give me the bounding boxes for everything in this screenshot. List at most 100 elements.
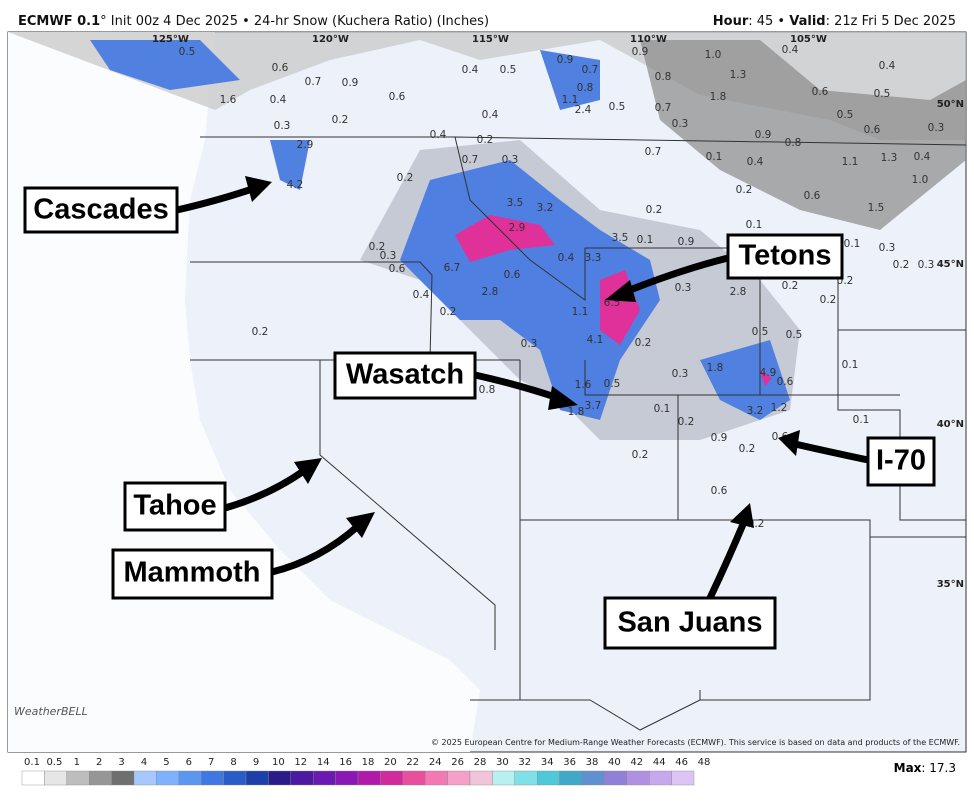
colorbar-label: 32 [518,757,531,768]
colorbar-label: 1 [74,757,80,768]
snow-amount: 0.2 [782,280,799,292]
snow-amount: 0.3 [672,118,689,130]
snow-amount: 0.9 [342,77,359,89]
hour-label: Hour [713,14,749,29]
colorbar-cell [44,770,68,786]
colorbar-label: 9 [253,757,259,768]
snow-amount: 0.6 [777,376,794,388]
snow-amount: 1.2 [771,402,788,414]
colorbar-label: 18 [362,757,375,768]
colorbar-cell [357,770,381,786]
snow-amount: 1.3 [730,69,747,81]
snow-amount: 0.3 [675,282,692,294]
snow-amount: 0.6 [804,190,821,202]
valid-label: Valid [789,14,825,29]
snow-amount: 3.2 [537,202,554,214]
snow-amount: 0.6 [389,91,406,103]
snow-amount: 0.9 [678,236,695,248]
snow-amount: 0.2 [820,294,837,306]
snow-amount: 0.7 [462,154,479,166]
colorbar-cell [604,770,628,786]
colorbar-label: 24 [429,757,442,768]
snow-amount: 0.6 [864,124,881,136]
callout-label: San Juans [617,607,762,639]
lon-label: 115°W [472,34,509,45]
colorbar-label: 7 [208,757,214,768]
snow-amount: 0.6 [504,269,521,281]
lon-label: 105°W [790,34,827,45]
colorbar-cell [649,770,672,786]
colorbar-cell [245,770,269,786]
snow-amount: 0.6 [711,485,728,497]
colorbar-cell [111,770,135,786]
snow-amount: 0.9 [755,129,772,141]
lon-label: 120°W [312,34,349,45]
colorbar-cell [537,770,560,786]
snow-amount: 0.7 [305,76,322,88]
hour-value: : 45 • [748,14,789,29]
colorbar-label: 22 [406,757,419,768]
colorbar-cell [626,770,650,786]
colorbar-cell [469,770,493,786]
snow-amount: 1.8 [710,91,727,103]
snow-amount: 0.7 [582,64,599,76]
header-left: ECMWF 0.1° Init 00z 4 Dec 2025 • 24-hr S… [18,14,489,29]
snow-amount: 0.2 [477,134,494,146]
colorbar-label: 42 [630,757,643,768]
snow-gray [640,40,966,230]
snow-amount: 0.1 [842,359,859,371]
snow-amount: 0.3 [521,338,538,350]
colorbar-cell [178,770,202,786]
lat-label: 35°N [937,579,964,590]
colorbar-label: 5 [163,757,169,768]
snow-amount: 0.8 [655,71,672,83]
colorbar-cell [447,770,471,786]
snow-amount: 0.1 [853,414,870,426]
colorbar-cell [559,770,583,786]
colorbar-label: 2 [96,757,102,768]
snow-amount: 0.2 [646,204,663,216]
colorbar-label: 0.1 [24,757,40,768]
snow-amount: 0.9 [711,432,728,444]
colorbar-cell [313,770,336,786]
colorbar-cell [200,770,224,786]
colorbar-cell [290,770,314,786]
callout-label: Mammoth [124,557,261,589]
snow-amount: 0.2 [893,259,910,271]
snow-amount: 0.3 [928,122,945,134]
snow-amount: 0.1 [706,151,723,163]
snow-amount: 2.8 [730,286,747,298]
snow-amount: 1.6 [220,94,237,106]
lon-label: 110°W [630,34,667,45]
snow-blue [400,160,660,420]
snow-amount: 0.9 [632,46,649,58]
snow-amount: 0.6 [389,263,406,275]
snow-amount: 0.4 [747,156,764,168]
snow-amount: 0.1 [637,234,654,246]
snow-amount: 0.5 [179,46,196,58]
snow-amount: 0.4 [430,129,447,141]
colorbar-label: 44 [653,757,666,768]
colorbar-label: 6 [186,757,192,768]
snow-amount: 0.2 [252,326,269,338]
arrows [173,176,872,602]
snow-amounts: 0.50.60.7 0.90.4 0.61.60.3 0.22.94.20.20.4 0… [179,44,945,530]
snow-amount: 0.5 [752,326,769,338]
snow-amount: 3.7 [585,400,602,412]
colorbar-cell [335,770,359,786]
snow-amount: 1.1 [562,94,579,106]
colorbar-label: 4 [141,757,147,768]
snow-amount: 0.2 [632,449,649,461]
colorbar-label: 36 [563,757,576,768]
colorbar-cell [66,770,90,786]
lat-label: 45°N [937,259,964,270]
colorbar-label: 20 [384,757,397,768]
colorbar-label: 38 [586,757,599,768]
snow-amount: 0.5 [609,101,626,113]
snow-amount: 0.3 [502,154,519,166]
colorbar-cell [21,770,45,786]
run-info: ° Init 00z 4 Dec 2025 • 24-hr Snow (Kuch… [100,14,489,29]
snow-amount: 0.5 [874,88,891,100]
colorbar-cell [133,770,157,786]
